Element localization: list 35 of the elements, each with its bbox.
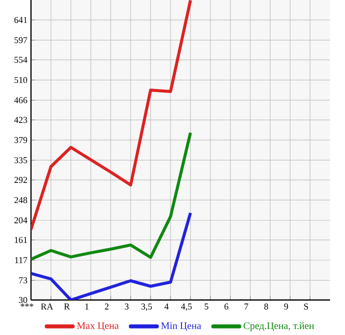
legend-label: Min Цена [161,322,202,332]
line-series [31,211,192,300]
x-tick-label: 7 [244,304,248,310]
x-tick-label: R [64,304,70,310]
x-tick-label: 8 [264,304,268,310]
y-tick-label: 30 [18,296,28,304]
y-tick-label: 204 [14,217,28,224]
x-tick-label: 6 [224,304,228,310]
x-tick-label: 4 [164,304,169,310]
x-tick-label: *** [20,304,34,307]
y-tick-label: 335 [14,157,28,164]
y-tick-label: 292 [14,176,27,183]
legend-label: Max Цена [76,322,119,331]
y-tick-label: 73 [19,277,28,284]
y-tick-label: 510 [14,76,28,84]
y-tick-label: 554 [14,56,28,63]
x-tick-label: 9 [284,304,288,310]
x-tick-label: 4,5 [181,304,192,311]
y-tick-label: 248 [14,197,28,204]
x-tick-label: 3,5 [141,304,152,311]
x-tick-label: 3 [124,304,129,310]
x-tick-label: 5 [204,304,208,310]
x-tick-label: 1 [85,304,89,310]
x-tick-label: 2 [104,304,108,310]
line-series [31,131,192,261]
y-tick-label: 641 [14,16,27,23]
y-tick-label: 161 [14,236,27,243]
y-tick-label: 423 [14,116,28,123]
x-tick-label: RA [40,304,54,310]
x-tick-label: S [304,304,308,310]
y-tick-label: 117 [15,257,28,264]
y-tick-label: 466 [14,97,28,104]
y-tick-label: 597 [14,37,28,44]
y-tick-label: 379 [14,137,28,144]
legend-label: Сред.Цена, т.йен [244,322,314,332]
